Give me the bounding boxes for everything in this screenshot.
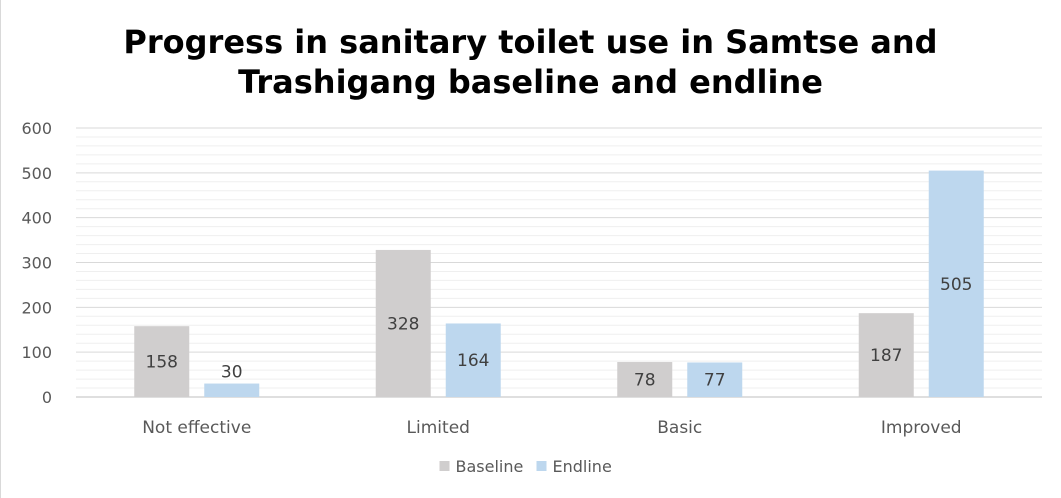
legend: Baseline Endline [439,457,612,476]
y-tick-label: 300 [21,254,52,273]
x-category-label: Improved [881,418,962,438]
y-axis: 0 100 200 300 400 500 600 [21,119,52,407]
y-tick-label: 100 [21,343,52,362]
x-axis: Not effective Limited Basic Improved [142,418,961,438]
legend-label: Baseline [456,457,524,476]
data-label: 187 [870,346,902,366]
data-label: 30 [221,363,243,383]
bar-baseline [134,326,190,397]
data-label: 328 [387,314,419,334]
bars: 158 30 328 164 78 77 187 505 [134,170,984,397]
data-label: 77 [704,371,726,391]
y-tick-label: 200 [21,298,52,317]
x-category-label: Not effective [142,418,251,438]
chart-title: Progress in sanitary toilet use in Samts… [0,22,1061,102]
data-label: 78 [634,371,656,391]
bar-baseline [617,362,673,397]
bar-endline [445,323,501,397]
data-label: 164 [457,351,489,371]
bar-endline [687,362,743,397]
x-category-label: Basic [657,418,702,438]
bar-baseline [858,313,914,397]
y-tick-label: 500 [21,164,52,183]
legend-label: Endline [553,457,612,476]
chart-title-line-1: Progress in sanitary toilet use in Samts… [123,23,938,61]
legend-swatch [536,461,547,471]
data-label: 505 [940,275,972,295]
chart-title-line-2: Trashigang baseline and endline [238,63,823,101]
y-tick-label: 400 [21,209,52,228]
y-tick-label: 0 [42,388,52,407]
y-tick-label: 600 [21,119,52,138]
x-category-label: Limited [407,418,470,438]
bar-endline [928,170,984,397]
data-label: 158 [146,353,178,373]
bar-endline [204,383,260,397]
legend-swatch [439,461,450,471]
bar-baseline [375,249,431,397]
